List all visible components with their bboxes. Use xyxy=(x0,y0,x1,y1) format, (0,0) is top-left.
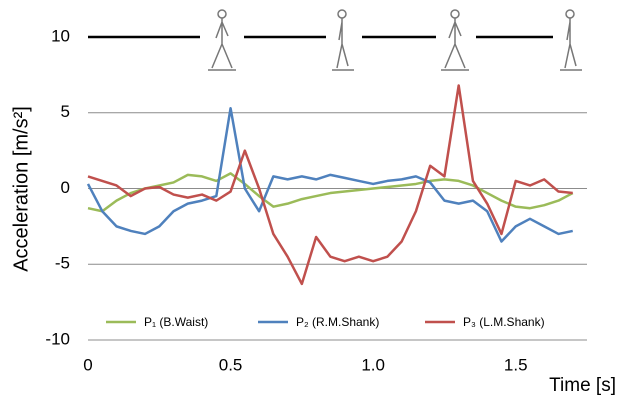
series-line xyxy=(86,106,574,243)
x-tick-label: 0 xyxy=(83,355,92,374)
y-tick-label: 0 xyxy=(61,178,70,197)
x-tick-label: 1.5 xyxy=(504,355,528,374)
walking-figures xyxy=(208,9,582,71)
legend-label: P₂ (R.M.Shank) xyxy=(296,315,379,329)
y-tick-label: -10 xyxy=(45,329,70,348)
y-axis-label: Acceleration [m/s²] xyxy=(10,106,32,272)
x-axis-label: Time [s] xyxy=(549,375,616,396)
series-line xyxy=(87,84,573,286)
y-tick-label: 5 xyxy=(61,102,70,121)
y-tick-label: -5 xyxy=(55,254,70,273)
legend-label: P₃ (L.M.Shank) xyxy=(463,315,545,329)
y-tick-label: 10 xyxy=(51,26,70,45)
series-line xyxy=(87,172,574,213)
x-tick-label: 1.0 xyxy=(361,355,385,374)
x-tick-label: 0.5 xyxy=(219,355,243,374)
legend-label: P₁ (B.Waist) xyxy=(144,315,208,329)
